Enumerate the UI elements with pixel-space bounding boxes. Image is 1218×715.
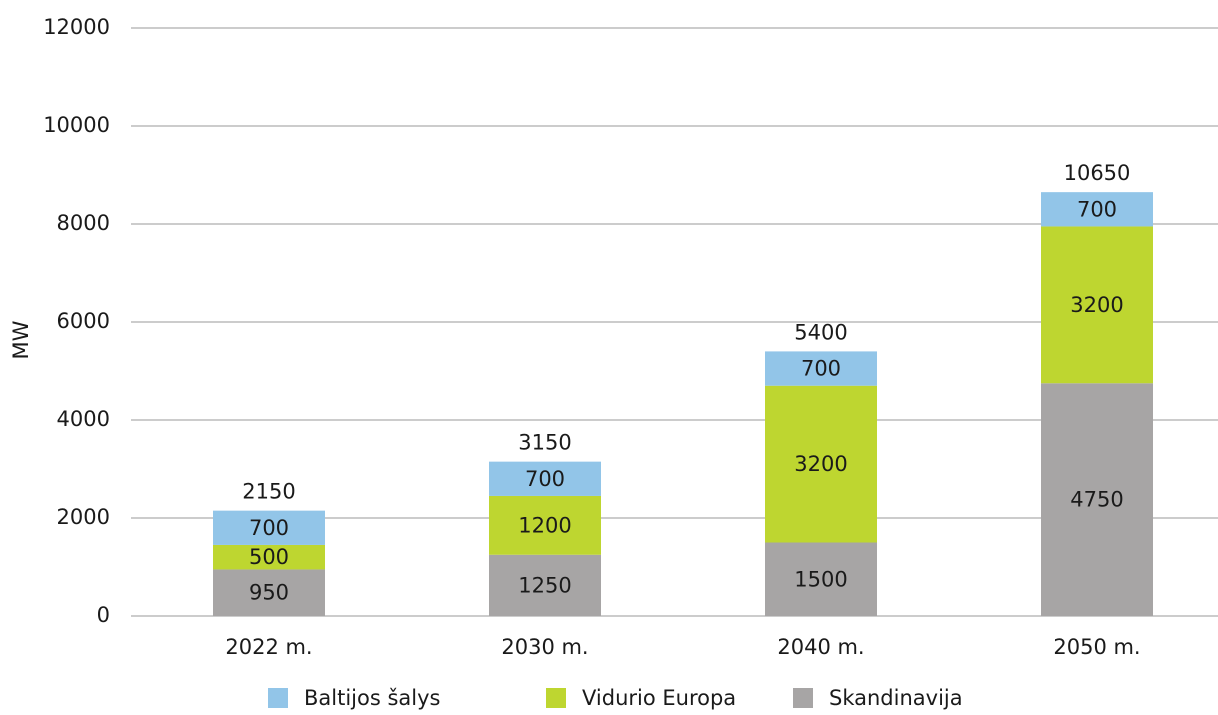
y-tick-label: 0 [97, 603, 110, 627]
bar-segment [489, 495, 601, 555]
bar-segment [765, 351, 877, 386]
y-tick-label: 12000 [43, 15, 110, 39]
value-label: 950 [249, 581, 289, 605]
bar-segment [489, 461, 601, 496]
bar-segment [1041, 192, 1153, 227]
legend-swatch [268, 688, 288, 708]
x-tick-label: 2030 m. [501, 635, 588, 659]
y-tick-label: 6000 [57, 309, 110, 333]
value-label: 700 [1077, 197, 1117, 221]
y-tick-label: 10000 [43, 113, 110, 137]
x-tick-label: 2040 m. [777, 635, 864, 659]
bar-segment [213, 544, 325, 570]
bar-segment [213, 569, 325, 616]
value-label: 3200 [794, 452, 847, 476]
bar-segment [765, 542, 877, 616]
legend-swatch [793, 688, 813, 708]
bar-segment [765, 385, 877, 543]
value-label: 1200 [518, 513, 571, 537]
x-tick-label: 2022 m. [225, 635, 312, 659]
value-label: 3200 [1070, 293, 1123, 317]
bar-segment [489, 554, 601, 616]
y-tick-label: 2000 [57, 505, 110, 529]
value-label: 4750 [1070, 488, 1123, 512]
legend-swatch [546, 688, 566, 708]
total-label: 3150 [518, 431, 571, 455]
bar-segment [1041, 226, 1153, 384]
x-tick-label: 2050 m. [1053, 635, 1140, 659]
y-axis-label: MW [9, 320, 33, 359]
value-label: 700 [249, 516, 289, 540]
y-tick-label: 4000 [57, 407, 110, 431]
total-label: 2150 [242, 480, 295, 504]
total-label: 10650 [1064, 161, 1131, 185]
bar-segment [213, 510, 325, 545]
value-label: 700 [801, 357, 841, 381]
value-label: 700 [525, 467, 565, 491]
value-label: 1500 [794, 567, 847, 591]
legend-label: Vidurio Europa [582, 686, 736, 710]
bar-segment [1041, 383, 1153, 616]
y-tick-label: 8000 [57, 211, 110, 235]
value-label: 1250 [518, 573, 571, 597]
value-label: 500 [249, 545, 289, 569]
legend-label: Skandinavija [829, 686, 963, 710]
legend-label: Baltijos šalys [304, 686, 441, 710]
total-label: 5400 [794, 320, 847, 344]
